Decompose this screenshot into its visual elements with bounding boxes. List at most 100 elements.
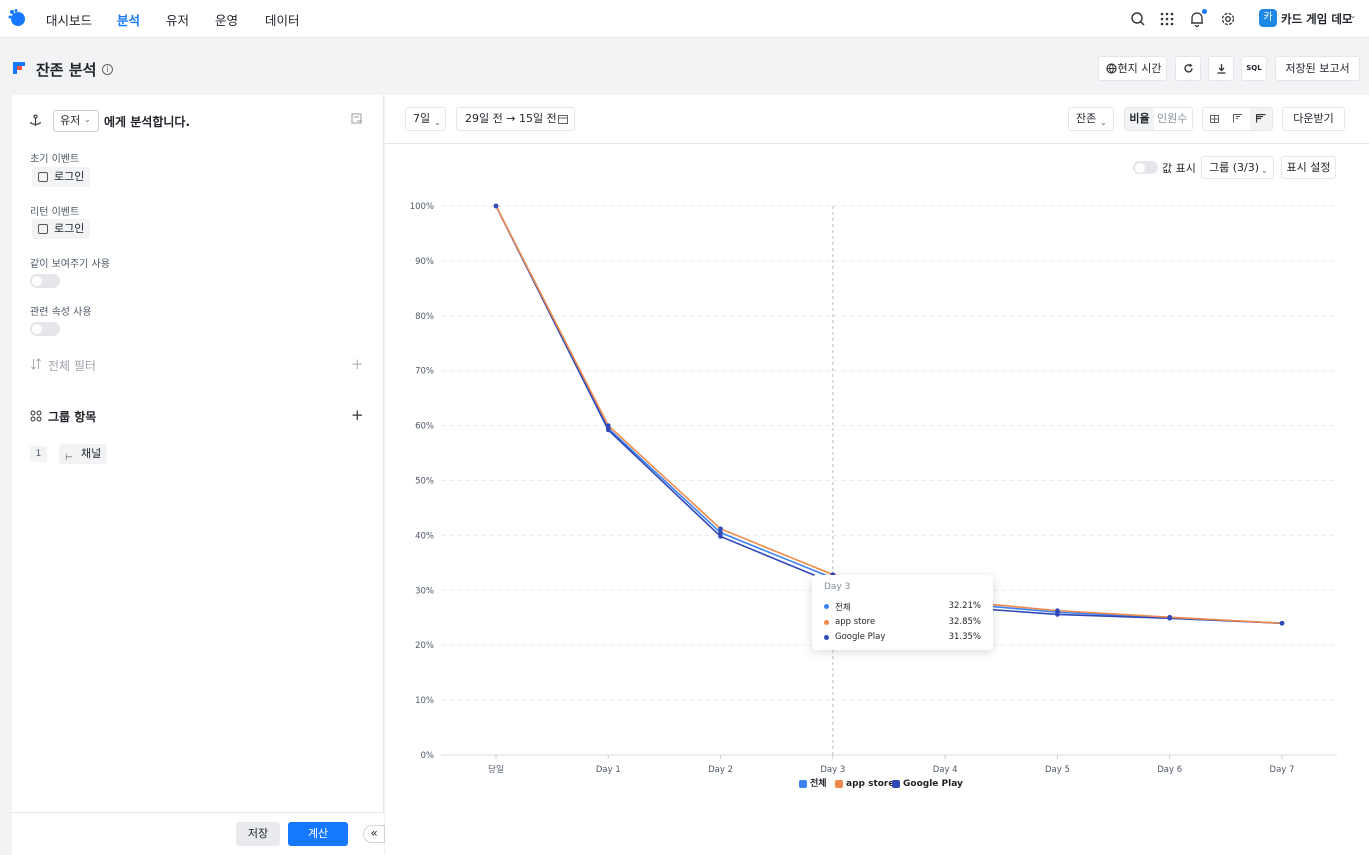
metric-select[interactable]: 잔존 ⌄	[1068, 107, 1114, 131]
chevron-down-icon: ⌄	[84, 115, 91, 124]
brand-logo-icon[interactable]	[7, 8, 27, 28]
edit-note-icon[interactable]	[351, 113, 363, 125]
tooltip-series-value: 32.85%	[948, 617, 981, 627]
y-tick-label: 30%	[415, 586, 434, 596]
related-attr-toggle[interactable]	[30, 322, 60, 336]
settings-icon[interactable]	[1219, 10, 1237, 28]
globe-icon	[1106, 63, 1117, 74]
initial-event-label: 초기 이벤트	[30, 154, 80, 165]
chevron-down-icon: ⌄	[1100, 118, 1107, 127]
project-avatar[interactable]: 카	[1259, 9, 1277, 27]
event-icon	[38, 224, 48, 234]
tree-icon: ⊢	[65, 453, 73, 463]
tooltip-series-value: 31.35%	[948, 632, 981, 642]
view-mode-toggle	[1202, 107, 1273, 131]
x-tick-label: Day 2	[708, 765, 733, 775]
data-point	[718, 534, 723, 539]
x-tick-label: Day 7	[1270, 765, 1295, 775]
nav-item-analysis[interactable]: 분석	[117, 13, 141, 28]
show-values-label: 값 표시	[1162, 162, 1196, 175]
add-filter-icon[interactable]: +	[351, 355, 364, 373]
data-point	[493, 203, 499, 209]
legend-item-all[interactable]: 전체	[799, 778, 827, 790]
toolbar-divider	[385, 143, 1369, 144]
ratio-tab[interactable]: 비율	[1125, 108, 1154, 130]
chevron-down-icon[interactable]: ⌄	[1349, 11, 1357, 21]
bell-icon[interactable]	[1188, 10, 1206, 28]
series-dot	[824, 620, 829, 625]
saved-reports-button[interactable]: 저장된 보고서	[1275, 56, 1360, 81]
show-values-toggle[interactable]	[1133, 161, 1158, 174]
apps-grid-icon[interactable]	[1158, 10, 1176, 28]
info-icon[interactable]: i	[102, 64, 113, 75]
period-select[interactable]: 7일 ⌄	[405, 107, 446, 131]
save-button[interactable]: 저장	[236, 822, 280, 846]
sql-button[interactable]: SQL	[1241, 56, 1267, 81]
search-icon[interactable]	[1129, 10, 1147, 28]
data-point	[1167, 615, 1173, 621]
group-select[interactable]: 그룹 (3/3) ⌄	[1201, 156, 1274, 179]
group-icon	[30, 410, 42, 422]
count-tab[interactable]: 인원수	[1157, 112, 1188, 125]
tooltip-series-value: 32.21%	[948, 601, 981, 611]
legend-swatch	[892, 780, 900, 788]
data-point	[718, 530, 723, 535]
return-event-value: 로그인	[54, 222, 85, 235]
y-tick-label: 20%	[415, 641, 434, 651]
top-navigation: 대시보드 분석 유저 운영 데이터 카 카드 게임 데모 ⌄	[0, 0, 1369, 38]
download-button[interactable]: 다운받기	[1282, 107, 1345, 131]
return-event-chip[interactable]: 로그인	[32, 219, 91, 239]
anchor-icon	[29, 114, 42, 126]
tooltip-row: app store 32.85%	[824, 617, 981, 629]
date-range-picker[interactable]: 29일 전 → 15일 전	[456, 107, 575, 131]
project-name[interactable]: 카드 게임 데모	[1281, 12, 1353, 26]
series-dot	[824, 635, 829, 640]
data-point	[1055, 608, 1060, 613]
refresh-icon	[1184, 63, 1193, 73]
tooltip-row: Google Play 31.35%	[824, 632, 981, 644]
data-point	[605, 423, 611, 428]
table-view-icon[interactable]	[1203, 108, 1226, 130]
initial-event-value: 로그인	[54, 170, 85, 183]
local-time-button[interactable]: 현지 시간	[1098, 56, 1167, 81]
display-settings-button[interactable]: 표시 설정	[1281, 156, 1336, 179]
legend-item-app-store[interactable]: app store	[835, 778, 894, 790]
event-icon	[38, 172, 48, 182]
nav-item-users[interactable]: 유저	[166, 13, 190, 28]
refresh-button[interactable]	[1175, 56, 1201, 81]
collapse-panel-button[interactable]: «	[363, 825, 385, 843]
tooltip-row: 전체 32.21%	[824, 601, 981, 613]
legend-label: Google Play	[903, 779, 963, 789]
group-index: 1	[30, 446, 47, 462]
legend-label: app store	[846, 779, 895, 789]
group-select-value: 그룹 (3/3)	[1209, 161, 1260, 174]
stair-chart-icon[interactable]	[1226, 108, 1250, 130]
calculate-button[interactable]: 계산	[288, 822, 348, 846]
result-panel	[385, 95, 1369, 855]
add-group-icon[interactable]: +	[351, 406, 364, 424]
nav-item-dashboard[interactable]: 대시보드	[46, 13, 93, 28]
y-tick-label: 60%	[415, 422, 434, 432]
subject-select-value: 유저	[60, 114, 81, 127]
initial-event-chip[interactable]: 로그인	[32, 167, 91, 187]
global-filter-label[interactable]: 전체 필터	[48, 359, 96, 373]
return-event-label: 리턴 이벤트	[30, 207, 80, 218]
data-point	[1055, 612, 1060, 617]
calendar-icon	[558, 115, 568, 124]
subject-select[interactable]: 유저	[53, 110, 99, 132]
tooltip-title: Day 3	[824, 582, 851, 592]
group-chip-channel[interactable]: ⊢ 채널	[59, 444, 108, 464]
subject-suffix: 에게 분석합니다.	[104, 115, 191, 129]
page-title: 잔존 분석	[36, 61, 97, 79]
notification-dot	[1202, 9, 1207, 14]
data-point	[605, 427, 611, 433]
nav-item-data[interactable]: 데이터	[265, 13, 300, 28]
x-tick-label: Day 4	[933, 765, 958, 775]
line-chart-view-icon[interactable]	[1250, 108, 1272, 130]
nav-item-operations[interactable]: 운영	[215, 13, 239, 28]
download-report-button[interactable]	[1208, 56, 1234, 81]
metric-value: 잔존	[1076, 112, 1097, 125]
same-period-toggle[interactable]	[30, 274, 60, 288]
legend-item-google-play[interactable]: Google Play	[892, 778, 963, 790]
x-tick-label: Day 5	[1045, 765, 1070, 775]
